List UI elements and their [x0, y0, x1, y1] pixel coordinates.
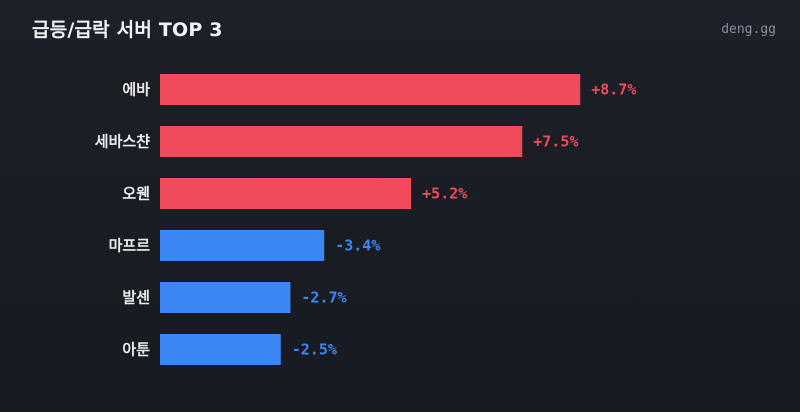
value-label: -3.4% [335, 237, 380, 255]
category-label: 세바스챤 [95, 133, 150, 151]
value-label: -2.5% [292, 341, 337, 359]
value-label: +7.5% [533, 133, 578, 151]
brand-watermark: deng.gg [721, 22, 776, 37]
bar [160, 230, 325, 261]
bar [160, 126, 523, 157]
category-label: 마프르 [109, 237, 151, 255]
value-label: +8.7% [591, 81, 636, 99]
value-label: -2.7% [301, 289, 346, 307]
category-label: 아툰 [122, 341, 150, 359]
bar [160, 74, 581, 105]
category-label: 오웬 [122, 185, 150, 203]
bar [160, 178, 412, 209]
chart-title: 급등/급락 서버 TOP 3 [32, 19, 223, 41]
value-label: +5.2% [422, 185, 467, 203]
bar [160, 334, 281, 365]
category-label: 에바 [122, 81, 150, 99]
category-label: 발센 [122, 289, 150, 307]
bar [160, 282, 291, 313]
